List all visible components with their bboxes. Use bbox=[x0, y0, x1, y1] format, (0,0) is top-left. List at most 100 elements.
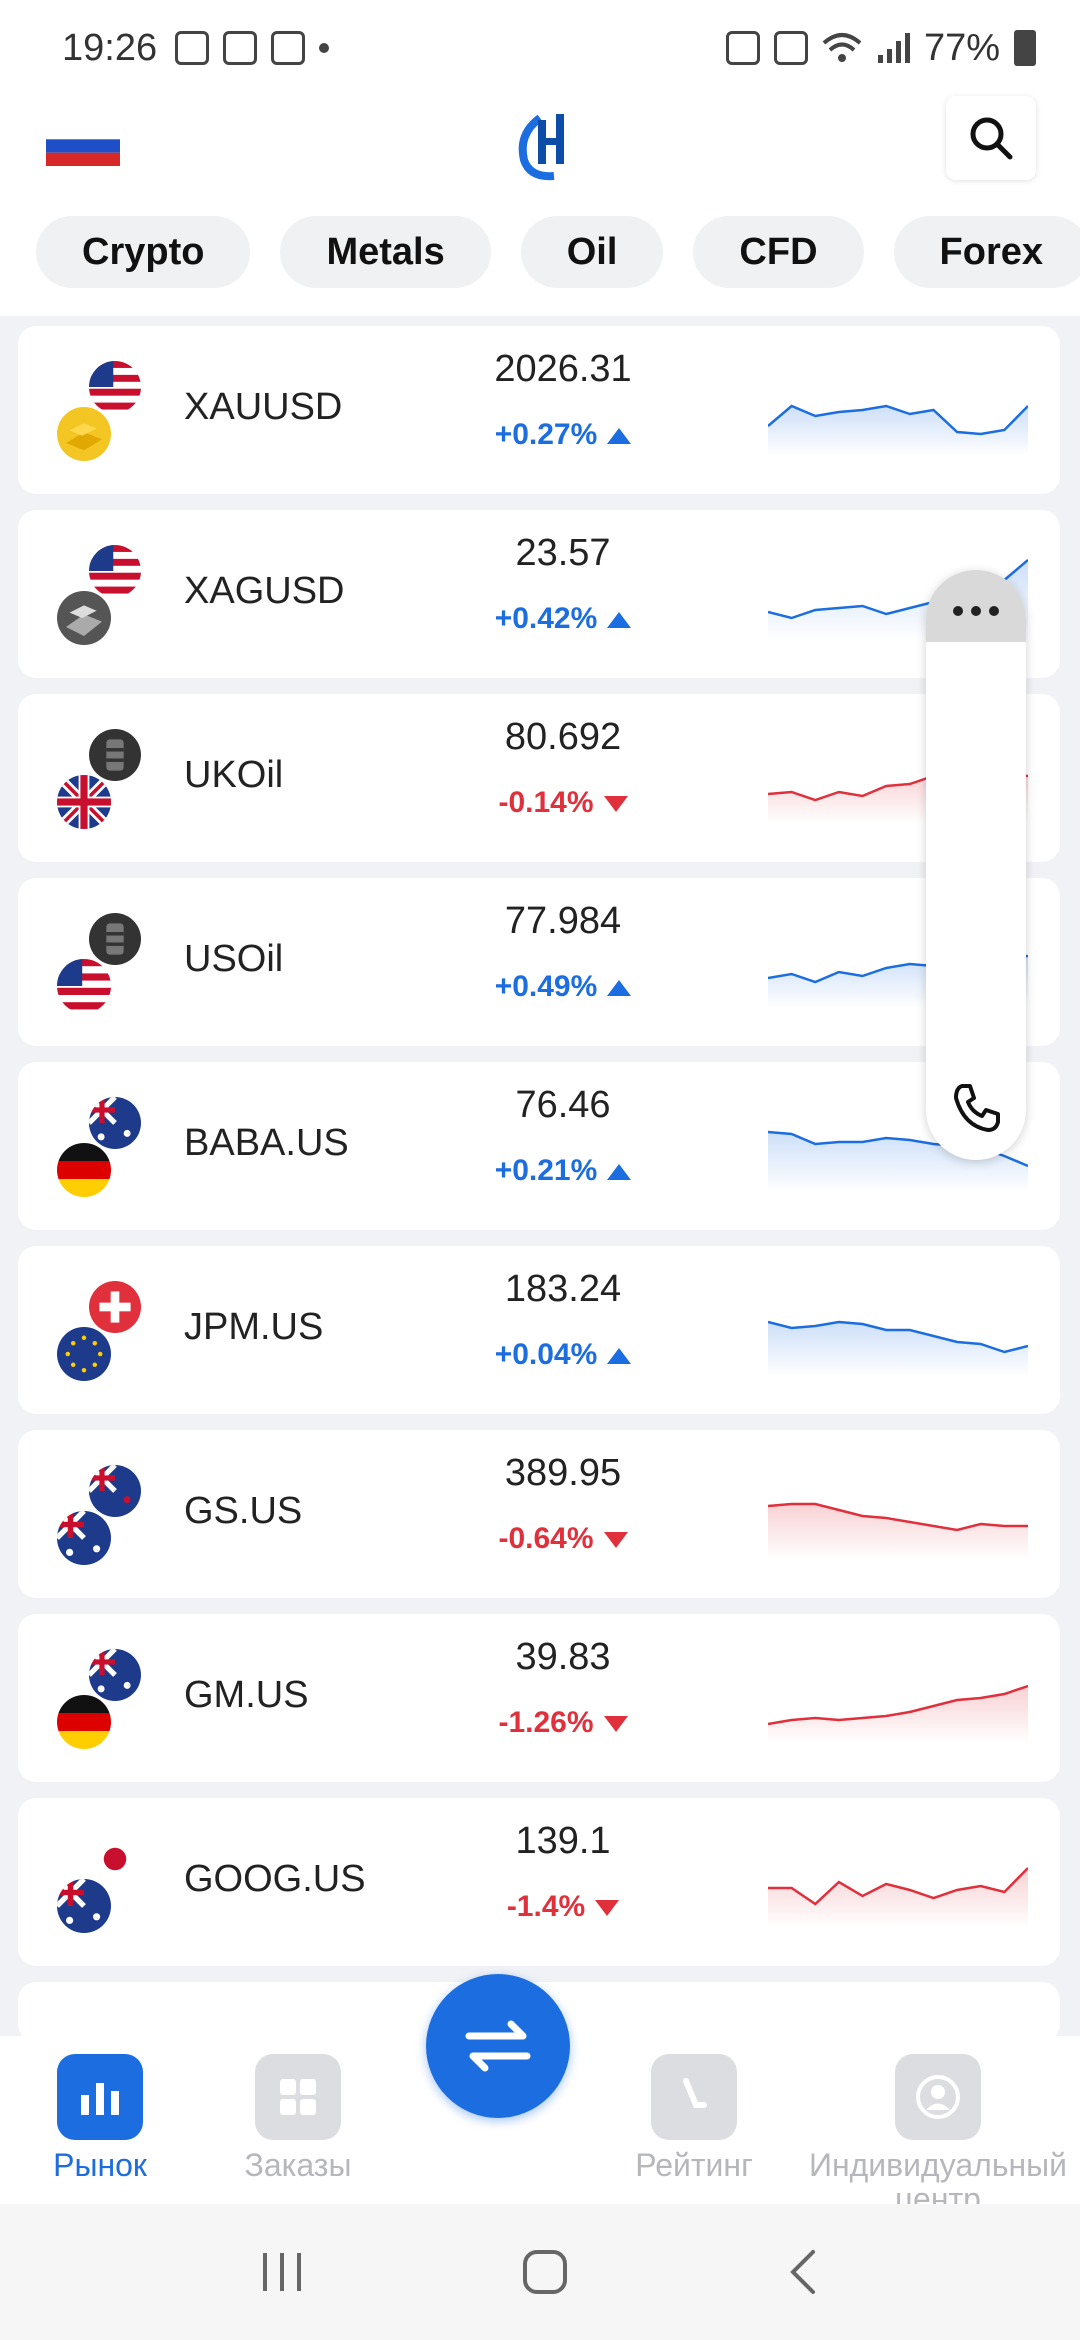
oil-barrel-icon bbox=[86, 910, 144, 968]
arrow-down-icon bbox=[603, 1532, 628, 1549]
user-icon bbox=[895, 2054, 981, 2140]
sparkline-area bbox=[768, 1504, 1028, 1560]
system-icons: 77% bbox=[725, 27, 1036, 70]
arrow-down-icon bbox=[595, 1900, 620, 1917]
nav-label: Рынок bbox=[53, 2147, 147, 2183]
sparkline-line bbox=[768, 404, 1028, 436]
swap-arrows-icon bbox=[465, 2020, 531, 2072]
eu-flag-icon bbox=[54, 1324, 114, 1384]
change-value: -0.64% bbox=[498, 1522, 594, 1555]
recent-apps-icon[interactable] bbox=[257, 2249, 307, 2295]
instrument-row[interactable]: BABA.US 76.46 +0.21% bbox=[18, 1062, 1060, 1230]
instrument-symbol: UKOil bbox=[184, 754, 284, 796]
instrument-price: 76.46 bbox=[515, 1084, 611, 1126]
more-dot-icon bbox=[989, 606, 999, 616]
change-value: +0.21% bbox=[494, 1154, 598, 1187]
alarm-icon bbox=[773, 31, 808, 65]
back-icon[interactable] bbox=[783, 2247, 823, 2297]
instrument-change: -1.26% bbox=[408, 1706, 718, 1740]
germany-flag-icon bbox=[54, 1140, 114, 1200]
sparkline-chart bbox=[768, 1684, 1028, 1744]
instrument-row[interactable]: JPM.US 183.24 +0.04% bbox=[18, 1246, 1060, 1414]
nfc-icon bbox=[725, 31, 760, 65]
australia-flag-icon bbox=[54, 1876, 114, 1936]
arrow-up-icon bbox=[607, 612, 632, 629]
nav-label: Рейтинг bbox=[635, 2147, 753, 2183]
sparkline-area bbox=[768, 1322, 1028, 1376]
search-icon bbox=[970, 117, 1013, 160]
signal-icon bbox=[877, 33, 910, 63]
switzerland-flag-icon bbox=[86, 1278, 144, 1336]
arrow-up-icon bbox=[607, 1348, 632, 1365]
sparkline-area bbox=[768, 1868, 1028, 1928]
nav-rating[interactable]: Рейтинг bbox=[584, 2054, 804, 2182]
instrument-row[interactable]: UKOil 80.692 -0.14% bbox=[18, 694, 1060, 862]
russia-flag-icon[interactable] bbox=[46, 126, 120, 166]
australia-flag-icon bbox=[54, 1508, 114, 1568]
trade-fab-button[interactable] bbox=[426, 1974, 570, 2118]
uk-flag-icon bbox=[54, 772, 114, 832]
instrument-change: +0.49% bbox=[408, 970, 718, 1004]
instrument-symbol: XAGUSD bbox=[184, 570, 345, 612]
instrument-row[interactable]: GOOG.US 139.1 -1.4% bbox=[18, 1798, 1060, 1966]
change-value: +0.49% bbox=[494, 970, 598, 1003]
sparkline-chart bbox=[768, 404, 1028, 456]
instrument-change: +0.27% bbox=[408, 418, 718, 452]
tab-crypto[interactable]: Crypto bbox=[36, 216, 251, 288]
arrow-up-icon bbox=[607, 980, 632, 997]
instrument-row[interactable]: USOil 77.984 +0.49% bbox=[18, 878, 1060, 1046]
missed-call-icon bbox=[271, 31, 306, 65]
instrument-change: +0.42% bbox=[408, 602, 718, 636]
instrument-symbol: GM.US bbox=[184, 1674, 309, 1716]
instrument-symbol: GS.US bbox=[184, 1490, 303, 1532]
nav-market[interactable]: Рынок bbox=[0, 2054, 210, 2182]
us-flag-icon bbox=[54, 956, 114, 1016]
instrument-price: 80.692 bbox=[504, 716, 622, 758]
more-notifications-icon bbox=[319, 43, 330, 53]
tab-metals[interactable]: Metals bbox=[280, 216, 491, 288]
tab-forex[interactable]: Forex bbox=[893, 216, 1080, 288]
status-bar: 19:26 77% bbox=[0, 0, 1080, 96]
sparkline-line bbox=[768, 1320, 1028, 1354]
floating-support-panel bbox=[926, 570, 1026, 1160]
more-options-button[interactable] bbox=[926, 570, 1026, 642]
australia-flag-icon bbox=[86, 1646, 144, 1704]
sparkline-chart bbox=[768, 1320, 1028, 1376]
home-icon[interactable] bbox=[520, 2247, 570, 2297]
sparkline-chart bbox=[768, 1867, 1028, 1928]
instrument-row[interactable]: XAUUSD 2026.31 +0.27% bbox=[18, 326, 1060, 494]
silver-icon bbox=[54, 588, 114, 648]
sparkline-chart bbox=[768, 1502, 1028, 1560]
rank-icon bbox=[651, 2054, 737, 2140]
nav-label: Заказы bbox=[244, 2147, 352, 2183]
instrument-price: 39.83 bbox=[515, 1636, 611, 1678]
instrument-symbol: GOOG.US bbox=[184, 1858, 366, 1900]
notification-icons bbox=[175, 31, 330, 65]
image-icon bbox=[175, 31, 210, 65]
nav-orders[interactable]: Заказы bbox=[188, 2054, 408, 2182]
tab-cfd[interactable]: CFD bbox=[693, 216, 864, 288]
nav-personal-center[interactable]: Индивидуальный центр bbox=[788, 2054, 1080, 2216]
instrument-symbol: USOil bbox=[184, 938, 284, 980]
more-dot-icon bbox=[953, 606, 963, 616]
instrument-price: 77.984 bbox=[504, 900, 622, 942]
wifi-icon bbox=[822, 33, 862, 62]
instrument-row[interactable]: XAGUSD 23.57 +0.42% bbox=[18, 510, 1060, 678]
sparkline-line bbox=[768, 1684, 1028, 1726]
oil-barrel-icon bbox=[86, 726, 144, 784]
instrument-price: 389.95 bbox=[504, 1452, 622, 1494]
instrument-price: 139.1 bbox=[515, 1820, 611, 1862]
arrow-up-icon bbox=[607, 1164, 632, 1181]
instrument-row[interactable]: GM.US 39.83 -1.26% bbox=[18, 1614, 1060, 1782]
search-button[interactable] bbox=[946, 96, 1036, 180]
instrument-row[interactable]: GS.US 389.95 -0.64% bbox=[18, 1430, 1060, 1598]
instrument-price: 183.24 bbox=[504, 1268, 622, 1310]
bottom-navigation: Рынок Заказы Рейтинг Индивидуальный цент… bbox=[0, 2036, 1080, 2216]
instrument-change: -0.14% bbox=[408, 786, 718, 820]
instrument-change: +0.04% bbox=[408, 1338, 718, 1372]
phone-icon[interactable] bbox=[948, 1080, 1004, 1136]
arrow-up-icon bbox=[607, 428, 632, 445]
change-value: -0.14% bbox=[498, 786, 594, 819]
bar-chart-icon bbox=[57, 2054, 143, 2140]
tab-oil[interactable]: Oil bbox=[520, 216, 664, 288]
